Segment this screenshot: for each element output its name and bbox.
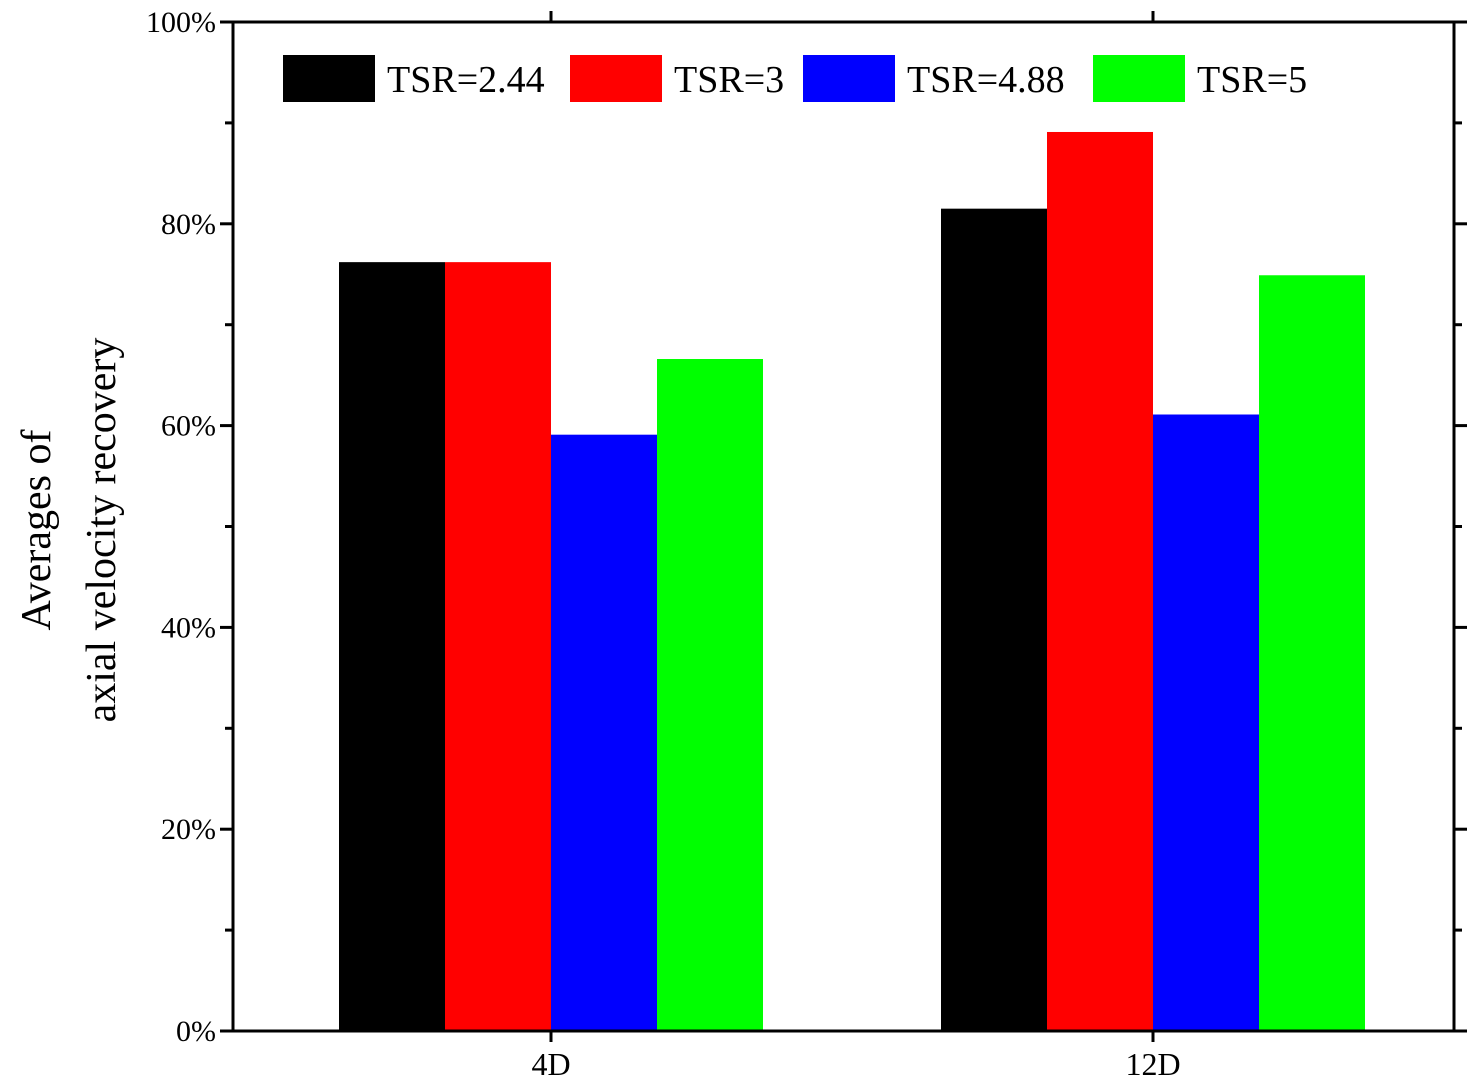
y-axis-title-line: axial velocity recovery <box>79 338 125 723</box>
bar-tsr-3-12d <box>1047 131 1153 1031</box>
legend-label: TSR=3 <box>674 59 784 101</box>
y-tick-label: 80% <box>161 208 216 241</box>
y-tick-label: 100% <box>146 6 216 39</box>
y-axis-title: Averages of axial velocity recovery <box>14 338 125 723</box>
y-tick-label: 0% <box>176 1015 216 1048</box>
legend-swatch <box>1093 55 1185 102</box>
x-category-label: 12D <box>1125 1046 1180 1082</box>
legend-swatch <box>283 55 375 102</box>
legend: TSR=2.44 TSR=3 TSR=4.88 TSR=5 <box>283 55 1307 102</box>
bars-layer <box>339 131 1365 1032</box>
y-axis-title-line: Averages of <box>14 430 60 631</box>
legend-swatch <box>803 55 895 102</box>
y-tick-label: 40% <box>161 611 216 644</box>
bar-tsr-5-4d <box>657 359 763 1032</box>
legend-swatch <box>570 55 662 102</box>
y-tick-label: 60% <box>161 410 216 443</box>
x-axis: 4D 12D <box>531 11 1181 1082</box>
y-tick-label: 20% <box>161 813 216 846</box>
bar-tsr-4-88-4d <box>551 434 657 1031</box>
x-category-label: 4D <box>531 1046 570 1082</box>
bar-tsr-2-44-12d <box>941 208 1047 1032</box>
bar-tsr-3-4d <box>445 262 551 1032</box>
bar-tsr-5-12d <box>1259 275 1365 1031</box>
legend-label: TSR=5 <box>1197 59 1307 101</box>
bar-tsr-2-44-4d <box>339 262 445 1032</box>
legend-label: TSR=4.88 <box>907 59 1065 101</box>
bar-tsr-4-88-12d <box>1153 414 1259 1032</box>
y-axis: 0% 20% 40% 60% 80% 100% <box>146 6 1467 1048</box>
legend-label: TSR=2.44 <box>387 59 545 101</box>
